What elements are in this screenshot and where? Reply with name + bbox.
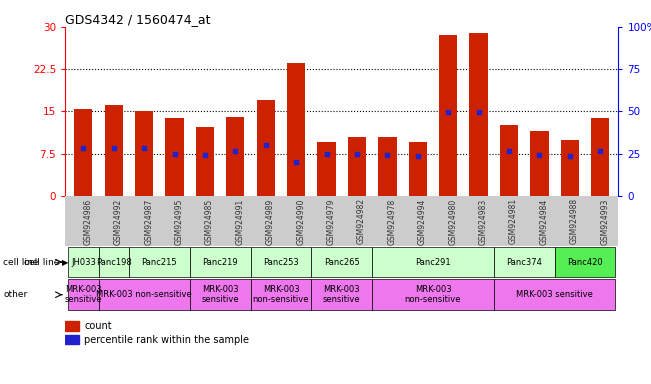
Bar bbox=[68, 247, 98, 277]
Point bbox=[260, 142, 271, 148]
Bar bbox=[189, 280, 251, 310]
Bar bbox=[68, 280, 98, 310]
Text: MRK-003
sensitive: MRK-003 sensitive bbox=[323, 285, 361, 305]
Text: Panc420: Panc420 bbox=[567, 258, 603, 266]
Bar bbox=[74, 109, 92, 196]
Bar bbox=[135, 111, 153, 196]
Text: MRK-003 sensitive: MRK-003 sensitive bbox=[516, 290, 593, 299]
Bar bbox=[105, 104, 123, 196]
Bar bbox=[311, 247, 372, 277]
Text: Panc291: Panc291 bbox=[415, 258, 450, 266]
Bar bbox=[251, 247, 311, 277]
Bar bbox=[591, 118, 609, 196]
Bar bbox=[555, 247, 615, 277]
Point bbox=[109, 145, 119, 151]
Text: GSM924989: GSM924989 bbox=[266, 198, 275, 245]
Text: GSM924991: GSM924991 bbox=[236, 198, 244, 245]
Point bbox=[200, 152, 210, 158]
Bar bbox=[439, 35, 457, 196]
Bar bbox=[372, 280, 494, 310]
Bar bbox=[531, 131, 549, 196]
Bar bbox=[65, 321, 79, 331]
Bar bbox=[561, 139, 579, 196]
Text: GSM924982: GSM924982 bbox=[357, 198, 366, 245]
Point bbox=[443, 109, 453, 116]
Bar bbox=[256, 100, 275, 196]
Text: Panc215: Panc215 bbox=[141, 258, 177, 266]
Bar bbox=[251, 280, 311, 310]
Text: MRK-003 non-sensitive: MRK-003 non-sensitive bbox=[96, 290, 192, 299]
Text: Panc374: Panc374 bbox=[506, 258, 542, 266]
Bar bbox=[98, 280, 189, 310]
Bar bbox=[318, 142, 336, 196]
Point bbox=[78, 145, 89, 151]
Point bbox=[413, 153, 423, 159]
Bar bbox=[494, 247, 555, 277]
Text: MRK-003
sensitive: MRK-003 sensitive bbox=[64, 285, 102, 305]
Text: GSM924980: GSM924980 bbox=[448, 198, 457, 245]
Bar bbox=[165, 118, 184, 196]
Text: MRK-003
non-sensitive: MRK-003 non-sensitive bbox=[405, 285, 462, 305]
Text: GSM924981: GSM924981 bbox=[509, 198, 518, 245]
Point bbox=[139, 145, 149, 151]
Text: GSM924992: GSM924992 bbox=[114, 198, 123, 245]
Point bbox=[352, 151, 362, 157]
Text: GDS4342 / 1560474_at: GDS4342 / 1560474_at bbox=[65, 13, 211, 26]
Bar bbox=[287, 63, 305, 196]
Text: Panc265: Panc265 bbox=[324, 258, 359, 266]
Bar bbox=[65, 335, 79, 344]
Bar bbox=[227, 117, 245, 196]
Bar bbox=[189, 247, 251, 277]
Text: Panc198: Panc198 bbox=[96, 258, 132, 266]
Bar bbox=[494, 280, 615, 310]
Point bbox=[230, 148, 241, 154]
Text: cell line: cell line bbox=[23, 258, 62, 266]
Text: GSM924985: GSM924985 bbox=[205, 198, 214, 245]
Bar bbox=[378, 137, 396, 196]
Text: JH033: JH033 bbox=[71, 258, 96, 266]
Point bbox=[322, 151, 332, 157]
Text: cell line: cell line bbox=[3, 258, 38, 266]
Bar bbox=[98, 247, 129, 277]
Point bbox=[291, 159, 301, 165]
Text: Panc219: Panc219 bbox=[202, 258, 238, 266]
Text: ▶: ▶ bbox=[62, 258, 68, 266]
Point bbox=[534, 152, 545, 158]
Text: GSM924986: GSM924986 bbox=[83, 198, 92, 245]
Text: GSM924993: GSM924993 bbox=[600, 198, 609, 245]
Text: MRK-003
sensitive: MRK-003 sensitive bbox=[201, 285, 239, 305]
Text: GSM924979: GSM924979 bbox=[327, 198, 335, 245]
Bar bbox=[311, 280, 372, 310]
Text: Panc253: Panc253 bbox=[263, 258, 299, 266]
Bar bbox=[348, 137, 366, 196]
Bar bbox=[196, 127, 214, 196]
Point bbox=[595, 148, 605, 154]
Point bbox=[382, 152, 393, 158]
Text: percentile rank within the sample: percentile rank within the sample bbox=[85, 335, 249, 345]
Text: GSM924995: GSM924995 bbox=[174, 198, 184, 245]
Text: GSM924988: GSM924988 bbox=[570, 198, 579, 245]
Text: GSM924994: GSM924994 bbox=[418, 198, 427, 245]
Bar bbox=[372, 247, 494, 277]
Bar bbox=[469, 33, 488, 196]
Point bbox=[564, 153, 575, 159]
Point bbox=[504, 148, 514, 154]
Bar bbox=[500, 126, 518, 196]
Text: count: count bbox=[85, 321, 112, 331]
Bar bbox=[129, 247, 189, 277]
Point bbox=[473, 109, 484, 116]
Text: GSM924990: GSM924990 bbox=[296, 198, 305, 245]
Text: other: other bbox=[3, 290, 27, 299]
Bar bbox=[409, 142, 427, 196]
Text: GSM924983: GSM924983 bbox=[478, 198, 488, 245]
Text: GSM924978: GSM924978 bbox=[387, 198, 396, 245]
Text: GSM924987: GSM924987 bbox=[144, 198, 153, 245]
Text: GSM924984: GSM924984 bbox=[540, 198, 548, 245]
Text: MRK-003
non-sensitive: MRK-003 non-sensitive bbox=[253, 285, 309, 305]
Point bbox=[169, 151, 180, 157]
